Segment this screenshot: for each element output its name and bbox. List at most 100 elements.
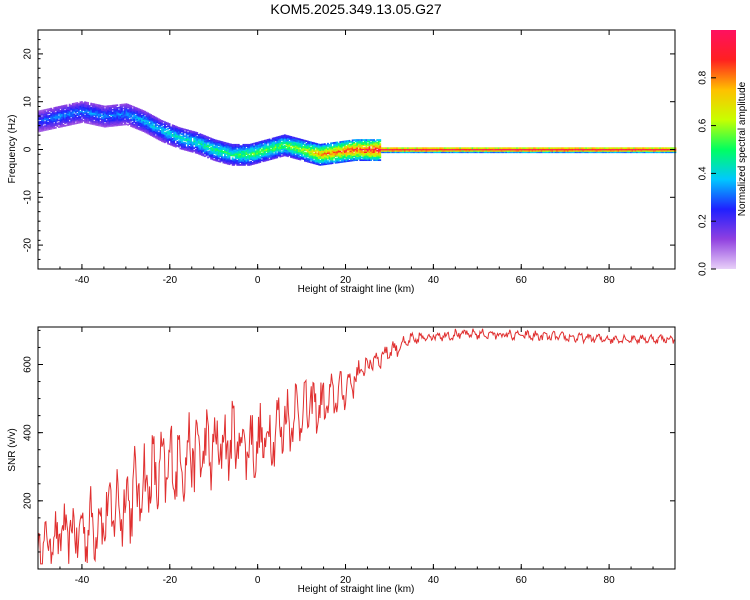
heatmap-cell [308, 142, 311, 145]
heatmap-cell [293, 152, 296, 155]
heatmap-cell [300, 157, 303, 160]
heatmap-cell [105, 120, 108, 123]
heatmap-cell [323, 155, 326, 158]
heatmap-cell [573, 149, 575, 152]
heatmap-cell [313, 150, 316, 153]
heatmap-cell [114, 117, 117, 120]
heatmap-cell [128, 120, 131, 123]
heatmap-cell [168, 139, 171, 142]
heatmap-cell [379, 145, 382, 148]
heatmap-cell [490, 151, 492, 154]
heatmap-cell [45, 122, 48, 124]
heatmap-cell [136, 107, 139, 110]
heatmap-cell [340, 155, 343, 158]
heatmap-cell [147, 125, 149, 128]
heatmap-cell [403, 151, 406, 154]
heatmap-cell [297, 139, 300, 142]
heatmap-cell [224, 151, 226, 154]
heatmap-cell [137, 112, 140, 115]
heatmap-cell [316, 163, 319, 166]
heatmap-cell [367, 156, 369, 159]
heatmap-cell [234, 153, 237, 156]
heatmap-cell [251, 152, 254, 155]
heatmap-cell [134, 121, 137, 124]
heatmap-cell [311, 149, 314, 152]
heatmap-cell [176, 128, 179, 131]
heatmap-cell [528, 147, 531, 150]
heatmap-cell [316, 144, 319, 147]
heatmap-cell [87, 108, 89, 111]
heatmap-cell [147, 112, 149, 115]
heatmap-cell [456, 148, 459, 151]
heatmap-cell [274, 142, 277, 145]
heatmap-cell [164, 137, 166, 140]
heatmap-cell [64, 118, 66, 120]
heatmap-cell [154, 123, 157, 126]
heatmap-cell [199, 153, 202, 156]
heatmap-cell [45, 116, 48, 119]
heatmap-cell [113, 107, 116, 110]
heatmap-cell [374, 147, 377, 149]
heatmap-cell [327, 154, 329, 157]
heatmap-cell [300, 145, 303, 148]
heatmap-cell [90, 122, 93, 125]
heatmap-cell [350, 157, 352, 159]
heatmap-cell [327, 144, 329, 146]
heatmap-cell [64, 107, 66, 110]
heatmap-cell [174, 133, 177, 136]
heatmap-cell [311, 161, 314, 164]
heatmap-cell [207, 156, 209, 159]
heatmap-cell [191, 141, 194, 144]
heatmap-cell [176, 138, 179, 141]
heatmap-cell [93, 108, 96, 111]
heatmap-cell [85, 116, 88, 119]
heatmap-cell [234, 150, 237, 153]
heatmap-cell [213, 156, 216, 159]
heatmap-cell [483, 148, 486, 151]
heatmap-cell [403, 148, 406, 151]
heatmap-cell [310, 154, 312, 157]
heatmap-cell [136, 115, 139, 118]
heatmap-cell [82, 106, 85, 109]
heatmap-cell [239, 145, 242, 148]
heatmap-cell [539, 151, 542, 154]
heatmap-cell [133, 126, 136, 129]
heatmap-cell [342, 158, 345, 160]
heatmap-cell [54, 122, 57, 125]
heatmap-cell [322, 144, 325, 147]
heatmap-cell [371, 152, 374, 155]
heatmap-cell [311, 145, 314, 148]
heatmap-cell [113, 122, 116, 124]
heatmap-cell [582, 148, 585, 151]
heatmap-cell [110, 118, 113, 121]
heatmap-cell [280, 152, 283, 155]
heatmap-cell [199, 137, 202, 140]
heatmap-cell [81, 106, 83, 109]
heatmap-cell [457, 151, 460, 154]
heatmap-cell [104, 123, 106, 125]
heatmap-cell [245, 143, 248, 146]
x-tick-label: 20 [340, 275, 352, 286]
heatmap-cell [497, 149, 500, 152]
heatmap-cell [340, 142, 343, 145]
heatmap-cell [333, 154, 336, 156]
heatmap-cell [374, 145, 377, 148]
heatmap-cell [142, 120, 145, 123]
heatmap-cell [222, 150, 225, 153]
heatmap-cell [154, 132, 157, 135]
heatmap-cell [408, 149, 411, 152]
heatmap-cell [116, 109, 119, 112]
heatmap-cell [240, 159, 243, 162]
heatmap-cell [196, 138, 199, 141]
heatmap-cell [70, 118, 73, 120]
heatmap-cell [374, 159, 377, 162]
heatmap-cell [141, 118, 143, 121]
heatmap-cell [196, 144, 199, 146]
heatmap-cell [279, 146, 282, 149]
heatmap-cell [97, 111, 100, 113]
heatmap-cell [280, 135, 283, 137]
heatmap-cell [131, 113, 134, 116]
heatmap-cell [434, 151, 437, 154]
heatmap-cell [68, 111, 71, 114]
heatmap-cell [343, 140, 346, 143]
